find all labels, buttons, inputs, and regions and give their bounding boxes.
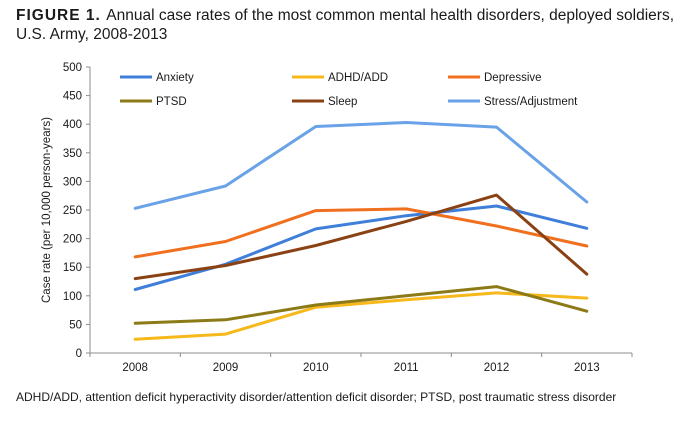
x-tick-label: 2009 [213,362,239,374]
series-line-adhd-add [133,291,589,341]
series-line-sleep [133,193,589,281]
y-tick-label: 250 [63,205,82,217]
y-tick-label: 300 [63,176,82,188]
x-tick-label: 2010 [303,362,329,374]
series-line-stress-adjustment [133,121,589,210]
y-tick-label: 200 [63,234,82,246]
y-tick-label: 400 [63,119,82,131]
legend-label: PTSD [156,96,187,108]
figure-label: FIGURE 1. [16,7,101,24]
y-tick-label: 0 [76,348,82,360]
legend-label: Anxiety [156,72,194,84]
x-tick-label: 2013 [574,362,600,374]
x-tick-label: 2012 [484,362,510,374]
y-axis-label: Case rate (per 10,000 person-years) [41,117,53,303]
legend-label: Stress/Adjustment [484,96,578,108]
figure-title: FIGURE 1. Annual case rates of the most … [16,6,676,44]
x-tick-label: 2011 [394,362,419,374]
series-line-ptsd [133,285,589,325]
x-tick-label: 2008 [122,362,148,374]
legend: Anxiety ADHD/ADD Depressive PTSD Sleep Stress… [120,72,578,108]
legend-label: Depressive [484,72,542,84]
legend-label: ADHD/ADD [328,72,388,84]
line-chart: 0 50 100 150 200 250 300 350 400 450 500 2008 2009 20… [41,62,633,374]
legend-label: Sleep [328,96,357,108]
series-line-depressive [133,207,589,259]
y-tick-label: 350 [63,148,82,160]
figure-title-text: Annual case rates of the most common men… [16,7,675,43]
series-line-anxiety [133,204,589,291]
footnote: ADHD/ADD, attention deficit hyperactivit… [16,390,617,404]
axes: 0 50 100 150 200 250 300 350 400 450 500 2008 2009 20… [41,62,633,374]
y-tick-label: 500 [63,62,82,74]
y-tick-label: 100 [63,291,82,303]
y-tick-label: 150 [63,262,82,274]
y-tick-label: 450 [63,91,82,103]
y-tick-label: 50 [69,319,82,331]
plot-area [133,121,589,341]
